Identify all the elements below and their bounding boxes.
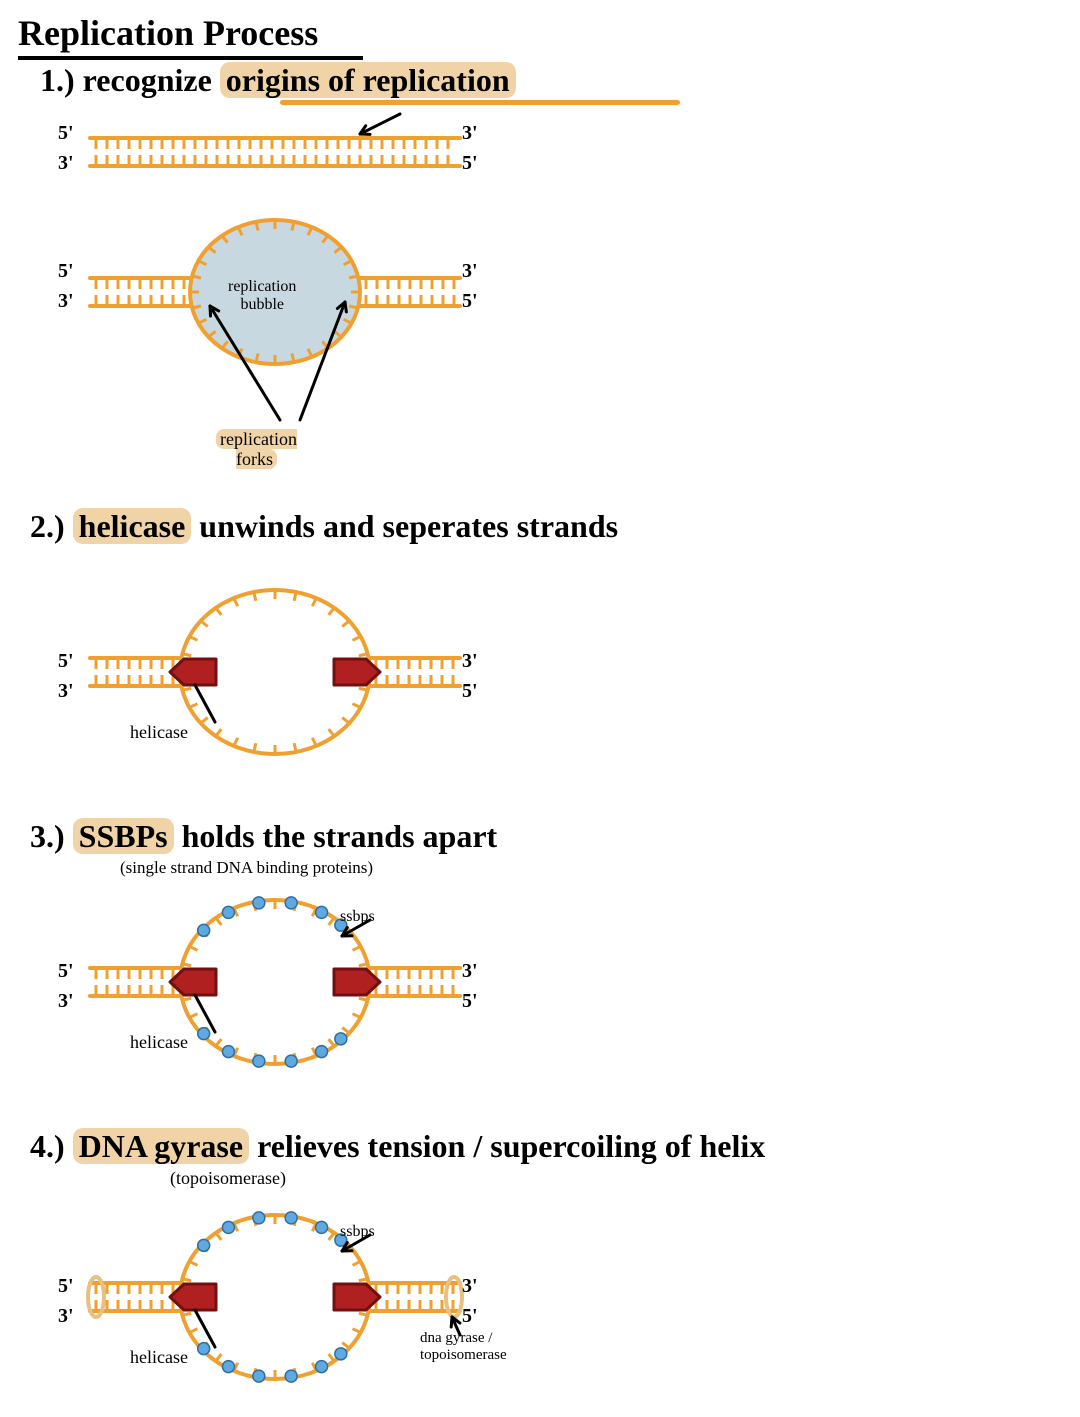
step-num: 1.) (40, 62, 75, 98)
step-3-heading: 3.) SSBPs holds the strands apart (30, 818, 497, 855)
end-lbl-3b: 3' (58, 290, 74, 313)
end-lbl-5rb: 5' (462, 290, 478, 313)
step-num: 2.) (30, 508, 65, 544)
s4-ssbps-lbl: ssbps (340, 1223, 375, 1241)
step-highlight: origins of replication (220, 62, 516, 98)
step4-diagram (60, 1185, 580, 1415)
lbl-rep-forks: replicationforks (216, 430, 297, 470)
step-4-heading: 4.) DNA gyrase relieves tension / superc… (30, 1128, 765, 1165)
s4-5: 5' (58, 1275, 74, 1298)
orange-underline (280, 100, 680, 105)
s3-ssbps-lbl: ssbps (340, 908, 375, 926)
s2-3r: 3' (462, 650, 478, 673)
step1-diagram-a (60, 110, 520, 190)
s4-5r: 5' (462, 1305, 478, 1328)
s4-gyrase-lbl: dna gyrase /topoisomerase (420, 1330, 507, 1363)
end-lbl-3rb: 3' (462, 260, 478, 283)
s3-helicase-lbl: helicase (130, 1032, 188, 1053)
step3-diagram (60, 870, 520, 1100)
s3-3: 3' (58, 990, 74, 1013)
end-lbl-5b: 5' (58, 260, 74, 283)
step-keyword: DNA gyrase (73, 1128, 249, 1164)
s2-3: 3' (58, 680, 74, 703)
step-text: recognize (83, 62, 212, 98)
step-text: holds the strands apart (182, 818, 498, 854)
step-2-heading: 2.) helicase unwinds and seperates stran… (30, 508, 618, 545)
step-keyword: SSBPs (73, 818, 174, 854)
step-text: unwinds and seperates strands (199, 508, 618, 544)
s4-helicase-lbl: helicase (130, 1347, 188, 1368)
step-num: 4.) (30, 1128, 65, 1164)
end-lbl-5r: 5' (462, 152, 478, 175)
title-underline (18, 56, 363, 60)
s2-5r: 5' (462, 680, 478, 703)
end-lbl-3r: 3' (462, 122, 478, 145)
step2-diagram (60, 560, 520, 790)
step-1-heading: 1.) recognize origins of replication (40, 62, 516, 99)
s2-5: 5' (58, 650, 74, 673)
s3-5r: 5' (462, 990, 478, 1013)
page-title: Replication Process (18, 12, 318, 54)
s2-helicase-lbl: helicase (130, 722, 188, 743)
step-text: relieves tension / supercoiling of helix (257, 1128, 765, 1164)
step-keyword: helicase (73, 508, 192, 544)
s3-3r: 3' (462, 960, 478, 983)
s4-3r: 3' (462, 1275, 478, 1298)
step-num: 3.) (30, 818, 65, 854)
s3-5: 5' (58, 960, 74, 983)
lbl-rep-bubble: replicationbubble (228, 278, 296, 313)
end-lbl-5: 5' (58, 122, 74, 145)
end-lbl-3: 3' (58, 152, 74, 175)
s4-3: 3' (58, 1305, 74, 1328)
